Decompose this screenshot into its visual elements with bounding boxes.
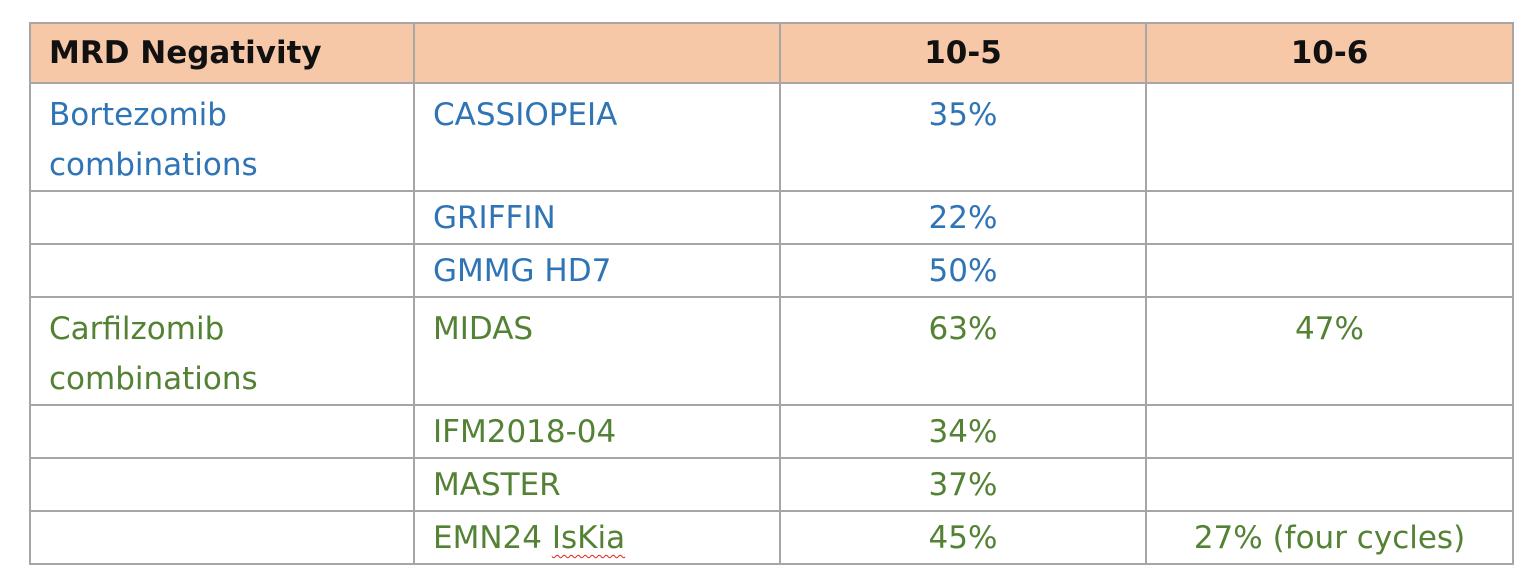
mrd-negativity-table: MRD Negativity 10-5 10-6 Bortezomib comb…	[29, 22, 1514, 565]
spellcheck-flagged-word: IsKia	[551, 520, 626, 556]
trial-cell: CASSIOPEIA	[413, 82, 781, 192]
mrd-10-6-cell	[1145, 457, 1514, 512]
mrd-10-5-cell: 22%	[779, 190, 1147, 245]
header-trial	[413, 22, 781, 84]
trial-text: EMN24	[433, 520, 552, 556]
group-cell	[29, 404, 415, 459]
table-row: GMMG HD7 50%	[29, 243, 1514, 298]
table-header: MRD Negativity 10-5 10-6	[29, 22, 1514, 84]
trial-cell: IFM2018-04	[413, 404, 781, 459]
mrd-10-5-cell: 34%	[779, 404, 1147, 459]
table-body: Bortezomib combinations CASSIOPEIA 35% G…	[29, 82, 1514, 565]
table-row: Bortezomib combinations CASSIOPEIA 35%	[29, 82, 1514, 192]
mrd-10-6-cell	[1145, 243, 1514, 298]
mrd-10-6-cell	[1145, 190, 1514, 245]
mrd-10-5-cell: 35%	[779, 82, 1147, 192]
group-cell	[29, 510, 415, 565]
group-cell	[29, 457, 415, 512]
group-cell	[29, 243, 415, 298]
mrd-10-5-cell: 37%	[779, 457, 1147, 512]
group-cell	[29, 190, 415, 245]
group-cell: Bortezomib combinations	[29, 82, 415, 192]
header-10-6: 10-6	[1145, 22, 1514, 84]
table-row: GRIFFIN 22%	[29, 190, 1514, 245]
group-cell: Carfilzomib combinations	[29, 296, 415, 406]
header-10-5: 10-5	[779, 22, 1147, 84]
trial-cell: EMN24 IsKia	[413, 510, 781, 565]
mrd-10-5-cell: 63%	[779, 296, 1147, 406]
table-row: Carfilzomib combinations MIDAS 63% 47%	[29, 296, 1514, 406]
mrd-10-5-cell: 45%	[779, 510, 1147, 565]
mrd-10-6-cell: 47%	[1145, 296, 1514, 406]
trial-cell: GMMG HD7	[413, 243, 781, 298]
table-row: IFM2018-04 34%	[29, 404, 1514, 459]
table-row: EMN24 IsKia 45% 27% (four cycles)	[29, 510, 1514, 565]
mrd-10-6-cell	[1145, 82, 1514, 192]
trial-cell: GRIFFIN	[413, 190, 781, 245]
header-mrd-negativity: MRD Negativity	[29, 22, 415, 84]
mrd-10-6-cell: 27% (four cycles)	[1145, 510, 1514, 565]
trial-cell: MASTER	[413, 457, 781, 512]
mrd-10-5-cell: 50%	[779, 243, 1147, 298]
header-row: MRD Negativity 10-5 10-6	[29, 22, 1514, 84]
mrd-10-6-cell	[1145, 404, 1514, 459]
trial-cell: MIDAS	[413, 296, 781, 406]
table-row: MASTER 37%	[29, 457, 1514, 512]
